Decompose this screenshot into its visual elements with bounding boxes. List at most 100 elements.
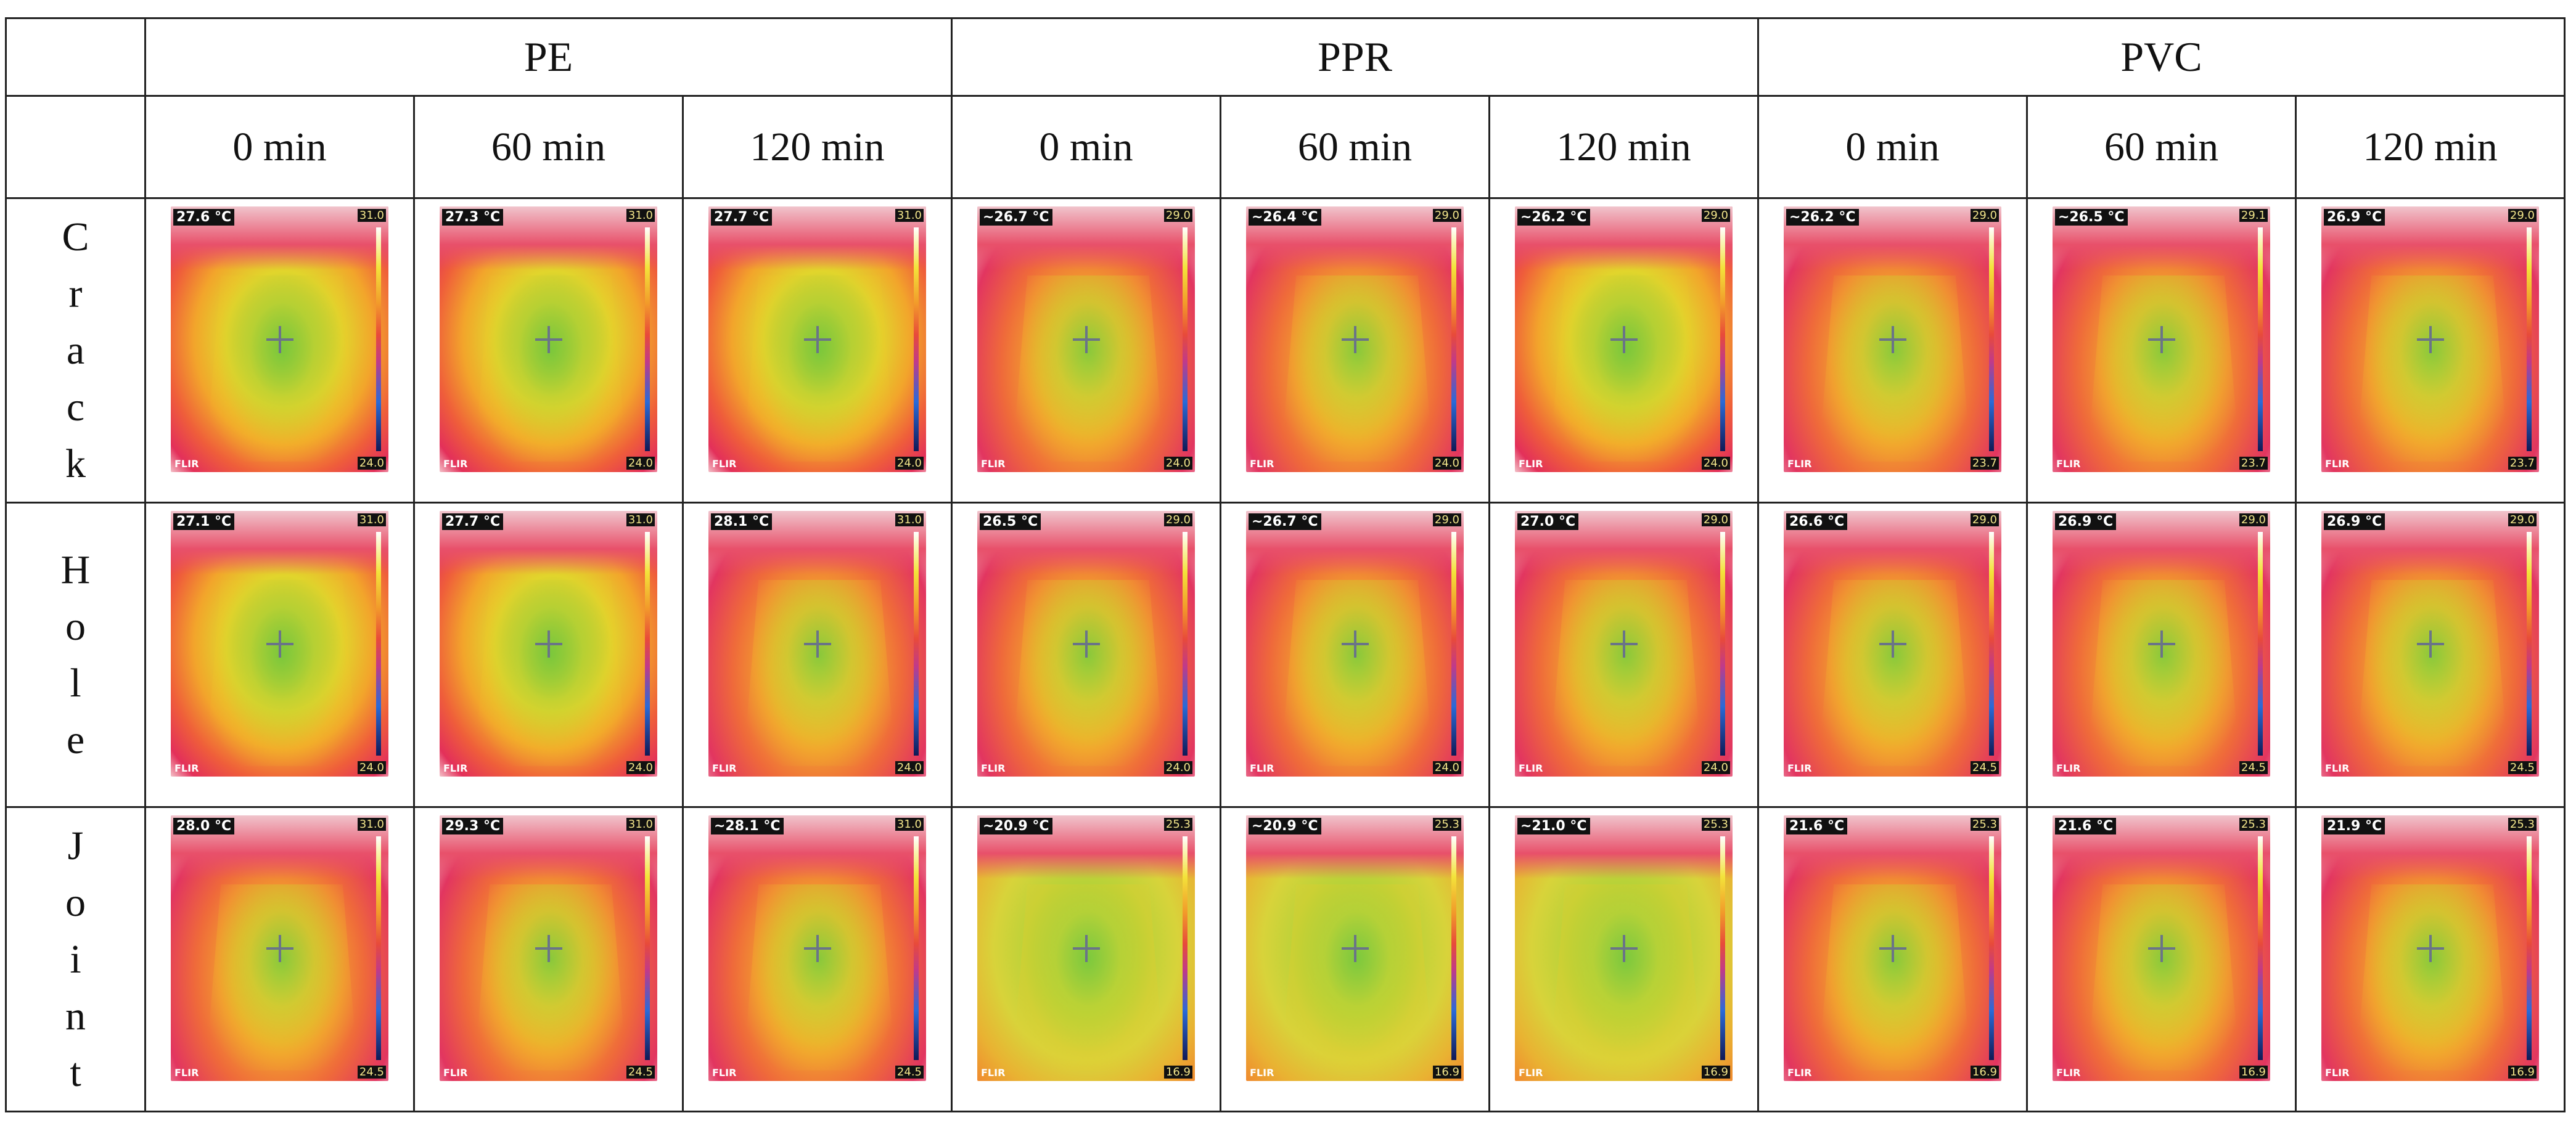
crosshair-icon: [1341, 325, 1369, 353]
thermal-image: 26.5 °C 29.0 24.0 FLIR: [977, 511, 1195, 777]
thermal-image: ~28.1 °C 31.0 24.5 FLIR: [708, 815, 926, 1081]
spot-temperature: 27.6 °C: [173, 209, 235, 226]
flir-logo: FLIR: [443, 1067, 468, 1079]
test-panel: [743, 580, 896, 766]
test-panel: [474, 884, 627, 1071]
scale-max: 29.0: [1701, 209, 1730, 222]
test-panel: [1549, 275, 1702, 462]
scale-max: 31.0: [626, 818, 655, 831]
scale-min: 16.9: [1970, 1066, 1999, 1079]
scale-max: 31.0: [895, 209, 924, 222]
test-panel: [1281, 275, 1434, 462]
crosshair-icon: [1879, 325, 1906, 353]
thermal-cell: ~28.1 °C 31.0 24.5 FLIR: [682, 806, 953, 1112]
color-scale-bar: [2258, 227, 2263, 451]
thermal-image: ~26.2 °C 29.0 23.7 FLIR: [1784, 206, 2001, 472]
spot-temperature: ~20.9 °C: [1249, 818, 1321, 834]
scale-min: 16.9: [2239, 1066, 2268, 1079]
test-panel: [1549, 580, 1702, 766]
color-scale-bar: [2527, 227, 2532, 451]
scale-max: 29.0: [1432, 209, 1461, 222]
crosshair-icon: [266, 325, 293, 353]
color-scale-bar: [1989, 227, 1994, 451]
thermal-cell: 21.6 °C 25.3 16.9 FLIR: [2026, 806, 2297, 1112]
spot-temperature: 26.6 °C: [1786, 513, 1848, 530]
thermal-cell: 26.6 °C 29.0 24.5 FLIR: [1757, 502, 2028, 808]
time-header: 0 min: [144, 95, 415, 199]
color-scale-bar: [1720, 227, 1725, 451]
scale-min: 24.5: [2508, 761, 2537, 774]
scale-max: 29.0: [2508, 209, 2537, 222]
row-label-char: H: [60, 547, 91, 592]
scale-min: 24.5: [1970, 761, 1999, 774]
test-panel: [2087, 275, 2240, 462]
thermal-cell: ~21.0 °C 25.3 16.9 FLIR: [1488, 806, 1759, 1112]
scale-min: 16.9: [1432, 1066, 1461, 1079]
thermal-image: 28.1 °C 31.0 24.0 FLIR: [708, 511, 926, 777]
thermal-cell: ~26.2 °C 29.0 23.7 FLIR: [1757, 197, 2028, 504]
scale-min: 24.0: [1701, 761, 1730, 774]
scale-min: 23.7: [2239, 457, 2268, 470]
spot-temperature: 27.3 °C: [442, 209, 504, 226]
flir-logo: FLIR: [443, 762, 468, 774]
time-header: 0 min: [951, 95, 1221, 199]
scale-min: 24.0: [357, 761, 386, 774]
test-panel: [743, 275, 896, 462]
scale-max: 29.1: [2239, 209, 2268, 222]
time-header: 120 min: [2295, 95, 2566, 199]
scale-max: 31.0: [895, 513, 924, 526]
thermal-cell: 27.0 °C 29.0 24.0 FLIR: [1488, 502, 1759, 808]
row-label-char: r: [68, 271, 83, 316]
color-scale-bar: [1451, 532, 1456, 756]
thermal-cell: ~20.9 °C 25.3 16.9 FLIR: [951, 806, 1221, 1112]
crosshair-icon: [1610, 325, 1638, 353]
scale-max: 25.3: [2508, 818, 2537, 831]
thermal-cell: 28.1 °C 31.0 24.0 FLIR: [682, 502, 953, 808]
flir-logo: FLIR: [712, 1067, 737, 1079]
scale-max: 29.0: [2508, 513, 2537, 526]
flir-logo: FLIR: [2056, 1067, 2081, 1079]
thermal-image: 26.6 °C 29.0 24.5 FLIR: [1784, 511, 2001, 777]
thermal-image: 21.6 °C 25.3 16.9 FLIR: [2053, 815, 2270, 1081]
scale-min: 24.5: [895, 1066, 924, 1079]
flir-logo: FLIR: [443, 458, 468, 470]
color-scale-bar: [1720, 836, 1725, 1060]
thermal-image: ~21.0 °C 25.3 16.9 FLIR: [1515, 815, 1733, 1081]
row-label-char: J: [67, 823, 84, 868]
row-label-char: o: [65, 879, 86, 925]
test-panel: [205, 580, 358, 766]
scale-max: 29.0: [1163, 513, 1192, 526]
test-panel: [1012, 580, 1165, 766]
spot-temperature: 27.7 °C: [711, 209, 773, 226]
spot-temperature: 27.7 °C: [442, 513, 504, 530]
scale-min: 24.0: [626, 457, 655, 470]
spot-temperature: 27.0 °C: [1517, 513, 1579, 530]
spot-temperature: ~20.9 °C: [980, 818, 1052, 834]
test-panel: [1012, 884, 1165, 1071]
test-panel: [2087, 884, 2240, 1071]
flir-logo: FLIR: [1787, 1067, 1812, 1079]
thermal-cell: ~26.4 °C 29.0 24.0 FLIR: [1220, 197, 1490, 504]
scale-min: 24.0: [1163, 457, 1192, 470]
test-panel: [2356, 884, 2509, 1071]
test-panel: [1818, 580, 1971, 766]
scale-max: 31.0: [626, 209, 655, 222]
scale-max: 25.3: [1163, 818, 1192, 831]
scale-min: 24.0: [1701, 457, 1730, 470]
thermal-image: 27.0 °C 29.0 24.0 FLIR: [1515, 511, 1733, 777]
color-scale-bar: [645, 836, 650, 1060]
color-scale-bar: [2527, 836, 2532, 1060]
spot-temperature: 21.6 °C: [1786, 818, 1848, 834]
thermal-cell: 21.9 °C 25.3 16.9 FLIR: [2295, 806, 2566, 1112]
spot-temperature: 26.9 °C: [2324, 209, 2385, 226]
scale-min: 24.0: [895, 457, 924, 470]
scale-max: 25.3: [2239, 818, 2268, 831]
scale-max: 31.0: [626, 513, 655, 526]
flir-logo: FLIR: [1250, 1067, 1274, 1079]
flir-logo: FLIR: [2056, 762, 2081, 774]
scale-min: 24.0: [895, 761, 924, 774]
